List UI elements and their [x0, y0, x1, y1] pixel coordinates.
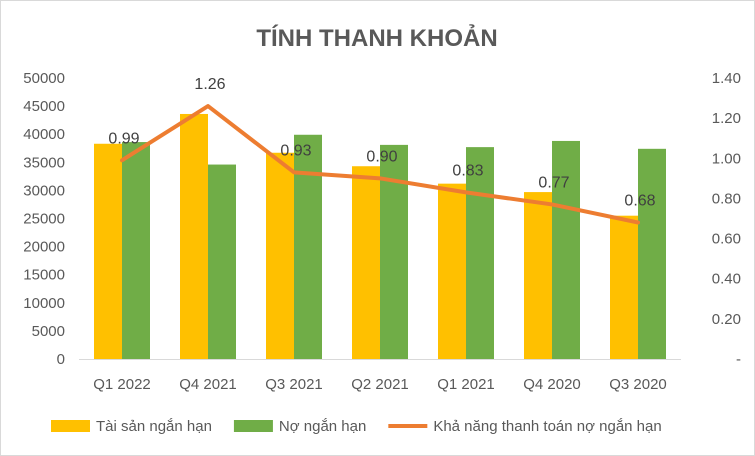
legend-swatch — [51, 420, 90, 432]
legend-label: Nợ ngắn hạn — [279, 418, 366, 435]
y-left-tick-label: 0 — [57, 351, 65, 368]
x-tick-label: Q1 2022 — [93, 376, 151, 393]
bar — [438, 183, 466, 359]
bar — [294, 134, 322, 359]
legend-label: Tài sản ngắn hạn — [96, 418, 212, 435]
y-right-tick-label: 0.60 — [712, 231, 741, 248]
x-tick-label: Q2 2021 — [351, 376, 409, 393]
bar — [122, 142, 150, 359]
legend-label: Khả năng thanh toán nợ ngắn hạn — [433, 418, 661, 435]
chart-title: TÍNH THANH KHOẢN — [256, 23, 497, 52]
data-label: 1.26 — [194, 76, 225, 93]
y-right-tick-label: 1.20 — [712, 110, 741, 127]
bar — [352, 166, 380, 359]
x-tick-label: Q3 2020 — [609, 376, 667, 393]
plot-area: 0 5000 10000 15000 20000 25000 30000 35000 40000… — [23, 70, 741, 393]
y-left-tick-label: 50000 — [23, 70, 65, 87]
y-left-tick-label: 40000 — [23, 126, 65, 143]
y-left-tick-label: 20000 — [23, 239, 65, 256]
y-left-tick-label: 25000 — [23, 211, 65, 228]
y-right-tick-label: - — [736, 351, 741, 368]
y-right-tick-label: 0.80 — [712, 190, 741, 207]
data-label: 0.77 — [538, 174, 569, 191]
y-left-tick-label: 35000 — [23, 154, 65, 171]
legend: Tài sản ngắn hạn Nợ ngắn hạn Khả năng than… — [51, 418, 662, 435]
x-tick-label: Q4 2021 — [179, 376, 237, 393]
y-left-tick-label: 5000 — [32, 323, 65, 340]
x-tick-label: Q4 2020 — [523, 376, 581, 393]
y-left-tick-label: 45000 — [23, 98, 65, 115]
bar — [180, 113, 208, 359]
y-right-tick-label: 0.40 — [712, 271, 741, 288]
data-label: 0.68 — [624, 193, 655, 210]
bar — [208, 164, 236, 359]
y-right-tick-label: 1.00 — [712, 150, 741, 167]
bar — [466, 147, 494, 359]
legend-swatch — [233, 420, 273, 432]
y-left-tick-label: 30000 — [23, 182, 65, 199]
y-left-tick-label: 10000 — [23, 295, 65, 312]
data-label: 0.99 — [108, 130, 139, 147]
bar — [380, 144, 408, 359]
bar — [552, 140, 580, 359]
data-label: 0.90 — [366, 148, 397, 165]
y-right-tick-label: 1.40 — [712, 70, 741, 87]
x-tick-label: Q1 2021 — [437, 376, 495, 393]
bar — [610, 215, 638, 359]
bar — [94, 143, 122, 359]
y-right-tick-label: 0.20 — [712, 311, 741, 328]
x-tick-label: Q3 2021 — [265, 376, 323, 393]
bar — [638, 148, 666, 359]
bar — [524, 192, 552, 359]
y-left-tick-label: 15000 — [23, 267, 65, 284]
bar — [266, 152, 294, 359]
data-label: 0.83 — [452, 162, 483, 179]
data-label: 0.93 — [280, 142, 311, 159]
